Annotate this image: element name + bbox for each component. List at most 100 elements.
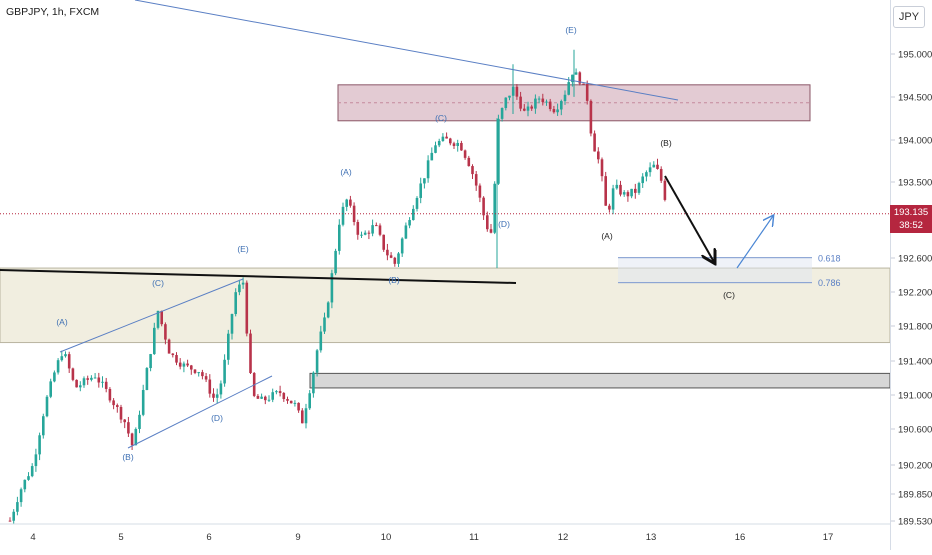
candle-body: [437, 140, 441, 146]
candle-body: [323, 317, 326, 332]
drawings: 0.618 0.786: [0, 0, 890, 449]
candle-body: [626, 192, 630, 197]
candle-body: [400, 238, 404, 254]
candle-body: [593, 133, 596, 152]
fib-label: 0.618: [818, 253, 841, 263]
candle-body: [16, 502, 19, 512]
candle-body: [434, 145, 437, 153]
candle-body: [286, 399, 289, 401]
candle-body: [64, 354, 67, 357]
candle-body: [201, 372, 204, 377]
candle-body: [297, 402, 300, 411]
candle-body: [504, 97, 508, 109]
candle-body: [426, 160, 430, 179]
candle-body: [56, 360, 60, 373]
candle-body: [585, 83, 589, 101]
candle-body: [204, 376, 208, 380]
candle-body: [445, 136, 448, 139]
candle-body: [112, 400, 115, 406]
candle-body: [619, 184, 622, 195]
candle-body: [556, 109, 559, 113]
candle-body: [153, 327, 156, 355]
candle-body: [278, 391, 282, 394]
descending-trendline: [134, 0, 679, 101]
candle-body: [186, 363, 189, 366]
candle-body: [530, 106, 533, 109]
candle-body: [260, 396, 263, 399]
candle-body: [138, 414, 141, 429]
wave-label: (A): [56, 317, 68, 327]
wedge-upper-line: [59, 278, 244, 353]
symbol-title: GBPJPY, 1h, FXCM: [6, 6, 100, 18]
candle-body: [656, 164, 659, 169]
candle-body: [408, 220, 411, 226]
candle-body: [223, 359, 226, 384]
candle-body: [30, 466, 34, 477]
candle-body: [526, 106, 530, 111]
candle-body: [315, 350, 319, 373]
candle-body: [326, 302, 330, 318]
candle-body: [404, 225, 408, 239]
candle-body: [615, 184, 619, 189]
price-axis[interactable]: 195.000194.500194.000193.500193.000192.6…: [890, 0, 932, 550]
candle-body: [489, 229, 493, 233]
neckline: [0, 269, 517, 284]
y-tick-label: 191.400: [898, 357, 932, 368]
candle-body: [578, 72, 582, 84]
y-tick-label: 189.850: [898, 490, 932, 501]
wave-label: (D): [498, 219, 510, 229]
candle-body: [574, 72, 578, 75]
wave-label: (E): [237, 244, 249, 254]
candle-body: [49, 381, 52, 397]
x-tick-label: 12: [558, 532, 569, 543]
candle-body: [156, 310, 160, 328]
candle-body: [552, 109, 556, 113]
y-tick-label: 192.600: [898, 254, 932, 265]
y-tick-label: 191.800: [898, 322, 932, 333]
candle-body: [652, 164, 656, 168]
candle-body: [149, 354, 152, 369]
candle-body: [441, 136, 445, 141]
last-price-tag: 193.135 38:52: [890, 205, 932, 233]
candle-body: [519, 96, 522, 109]
candle-body: [38, 435, 41, 455]
candle-body: [249, 333, 252, 374]
wave-label: (D): [211, 413, 223, 423]
candle-body: [53, 372, 56, 382]
candle-body: [164, 324, 167, 340]
candle-body: [34, 454, 38, 467]
candle-body: [659, 168, 663, 181]
candle-body: [42, 416, 45, 436]
candle-body: [108, 388, 112, 401]
projection-arrow-up: [736, 216, 773, 269]
candle-body: [545, 101, 548, 103]
candle-body: [241, 282, 245, 285]
candle-body: [630, 188, 633, 197]
candle-body: [360, 234, 363, 236]
candle-body: [349, 199, 352, 206]
candle-body: [175, 355, 178, 363]
candle-body: [356, 222, 360, 235]
wave-label: (B): [122, 452, 134, 462]
candle-body: [582, 83, 585, 85]
candle-body: [12, 511, 15, 521]
candle-body: [245, 282, 249, 334]
wedge-lower-line: [127, 375, 273, 449]
candle-body: [345, 199, 348, 207]
candle-body: [167, 339, 171, 354]
candle-body: [23, 479, 27, 490]
candle-body: [319, 331, 323, 351]
candle-body: [101, 381, 104, 383]
x-tick-label: 9: [295, 532, 300, 543]
candle-body: [123, 419, 126, 423]
candle-body: [482, 197, 485, 216]
candle-body: [449, 138, 452, 144]
candle-body: [341, 206, 345, 225]
candle-body: [597, 151, 600, 160]
currency-badge[interactable]: JPY: [893, 6, 925, 28]
candle-body: [67, 354, 71, 369]
candle-body: [523, 108, 526, 111]
candle-body: [648, 167, 652, 173]
candle-body: [641, 176, 644, 184]
